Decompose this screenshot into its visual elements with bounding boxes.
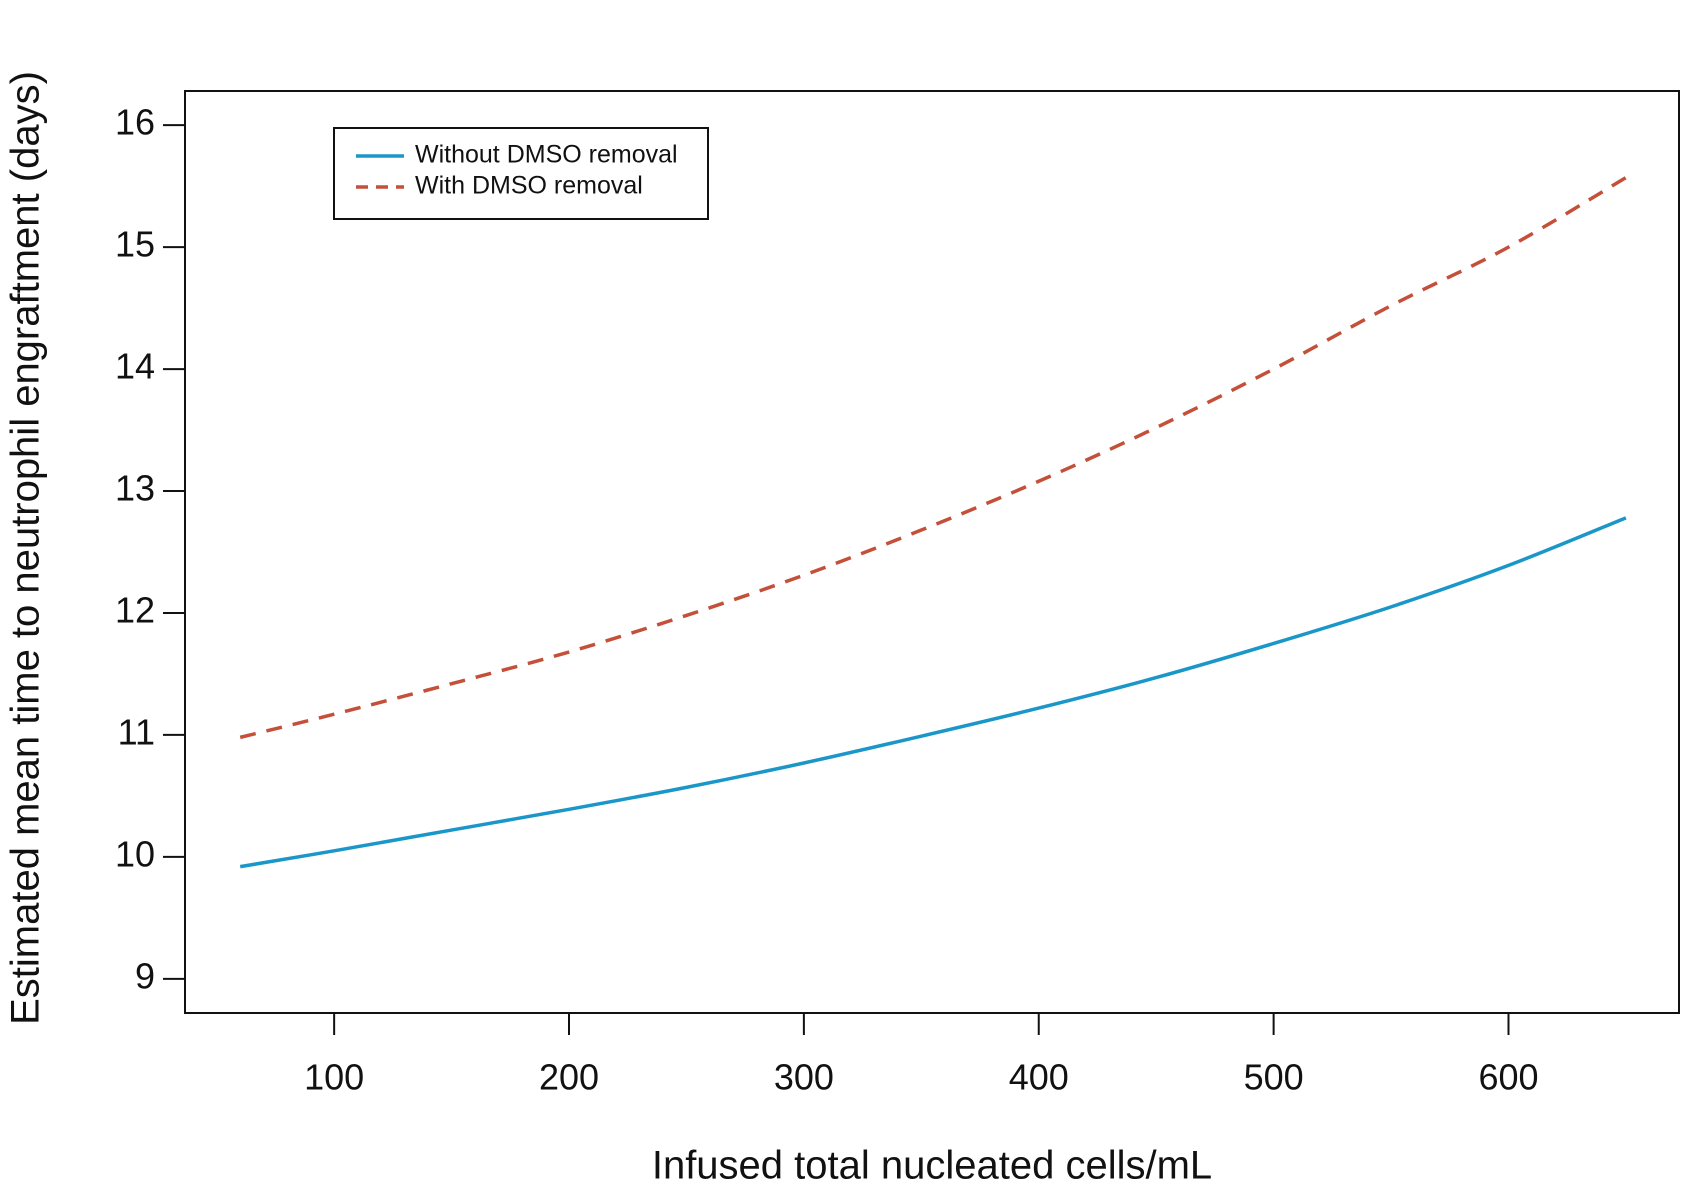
y-tick-label: 12	[115, 589, 155, 630]
x-tick-label: 400	[1009, 1057, 1069, 1098]
y-tick-label: 15	[115, 224, 155, 265]
x-tick-label: 100	[304, 1057, 364, 1098]
y-tick-label: 10	[115, 833, 155, 874]
y-tick-label: 16	[115, 102, 155, 143]
x-tick-label: 300	[774, 1057, 834, 1098]
x-axis-label: Infused total nucleated cells/mL	[652, 1144, 1212, 1188]
line-series	[239, 176, 1627, 740]
x-tick-label: 600	[1478, 1057, 1538, 1098]
legend-label: With DMSO removal	[415, 172, 643, 200]
y-tick-label: 14	[115, 346, 155, 387]
line-series	[239, 516, 1627, 869]
x-tick-label: 200	[539, 1057, 599, 1098]
y-tick-label: 13	[115, 468, 155, 509]
y-axis-label: Estimated mean time to neutrophil engraf…	[4, 71, 48, 1025]
legend: Without DMSO removal With DMSO removal	[333, 127, 709, 220]
plot-frame	[184, 90, 1680, 1014]
y-tick-label: 9	[135, 955, 155, 996]
y-tick-label: 11	[118, 711, 155, 752]
x-tick-label: 500	[1244, 1057, 1304, 1098]
legend-label: Without DMSO removal	[415, 141, 678, 169]
legend-box	[333, 127, 709, 220]
